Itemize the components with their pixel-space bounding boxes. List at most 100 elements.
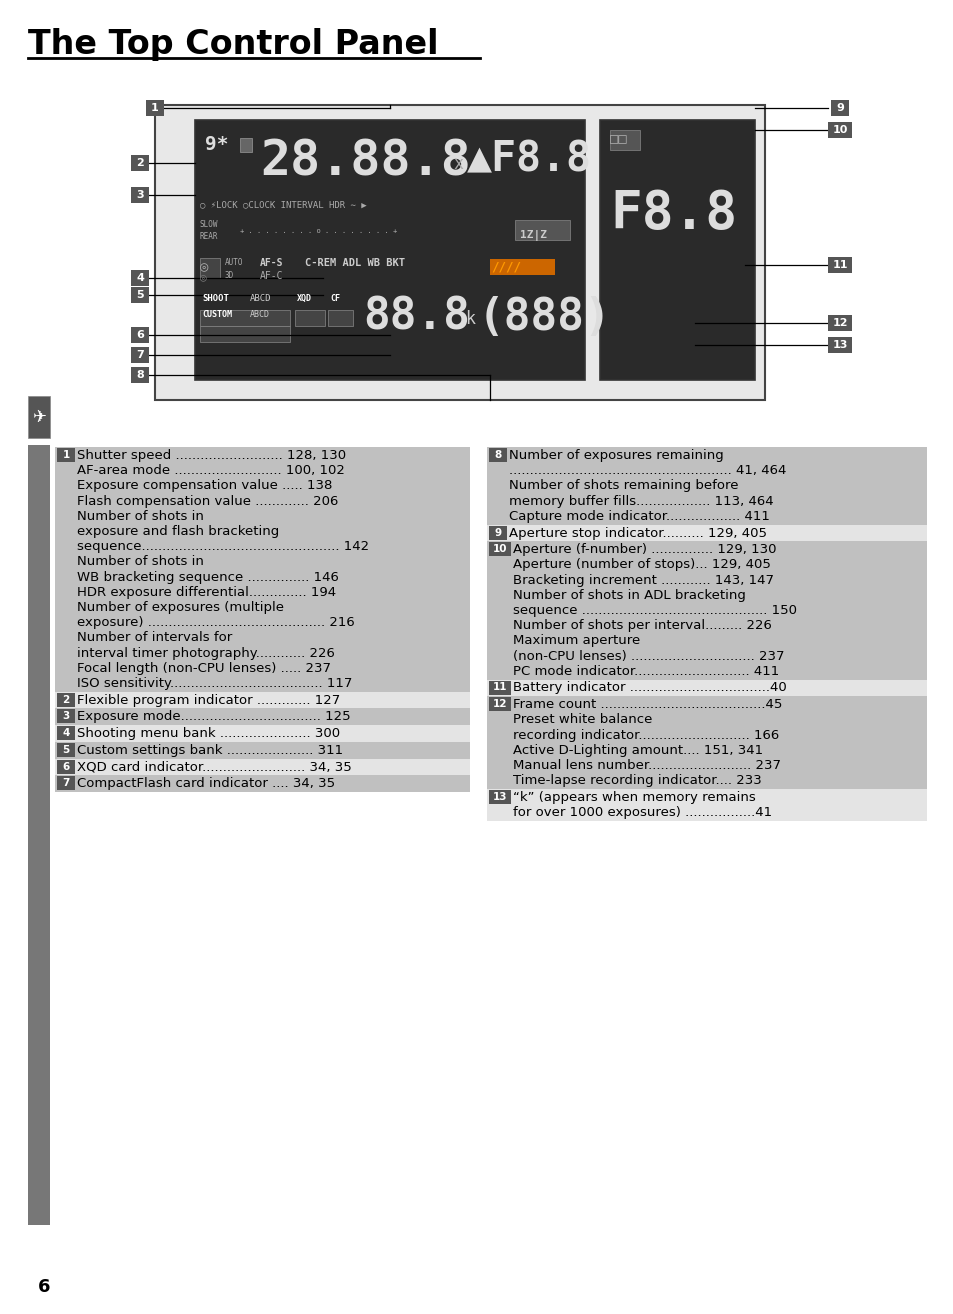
Text: Maximum aperture: Maximum aperture xyxy=(513,635,639,648)
Text: ✈: ✈ xyxy=(32,409,46,426)
Text: for over 1000 exposures) .................41: for over 1000 exposures) ...............… xyxy=(513,805,771,819)
Text: ▲F8.8: ▲F8.8 xyxy=(467,138,592,180)
Text: Number of exposures remaining: Number of exposures remaining xyxy=(509,449,723,463)
Text: ABCD: ABCD xyxy=(250,310,270,319)
Text: Shooting menu bank ...................... 300: Shooting menu bank .....................… xyxy=(77,727,340,740)
Text: 3: 3 xyxy=(62,711,70,721)
Bar xyxy=(200,310,290,326)
Text: 7: 7 xyxy=(62,778,70,788)
Text: 8: 8 xyxy=(136,371,144,380)
Text: x: x xyxy=(453,155,462,173)
Text: REAR: REAR xyxy=(200,233,218,240)
Text: SLOW: SLOW xyxy=(200,219,218,229)
Text: recording indicator........................... 166: recording indicator.....................… xyxy=(513,728,779,741)
Text: 9: 9 xyxy=(494,527,501,537)
Text: Shutter speed .......................... 128, 130: Shutter speed ..........................… xyxy=(77,449,346,463)
Bar xyxy=(827,336,851,353)
Bar xyxy=(194,120,584,380)
Text: (non-CPU lenses) .............................. 237: (non-CPU lenses) .......................… xyxy=(513,649,783,662)
Text: XQD card indicator......................... 34, 35: XQD card indicator......................… xyxy=(77,761,352,774)
Text: 6: 6 xyxy=(38,1279,51,1296)
Text: Number of intervals for: Number of intervals for xyxy=(77,632,232,644)
Text: interval timer photography............ 226: interval timer photography............ 2… xyxy=(77,646,335,660)
Bar xyxy=(489,790,511,804)
Text: 3D: 3D xyxy=(225,271,234,280)
Text: 2: 2 xyxy=(62,695,70,704)
Bar xyxy=(55,725,470,742)
Text: Number of exposures (multiple: Number of exposures (multiple xyxy=(77,600,284,614)
Bar xyxy=(486,541,926,679)
Text: 28.88.8: 28.88.8 xyxy=(260,138,471,187)
Text: C-REM ADL WB BKT: C-REM ADL WB BKT xyxy=(305,258,405,268)
Text: Number of shots per interval......... 226: Number of shots per interval......... 22… xyxy=(513,619,771,632)
Text: The Top Control Panel: The Top Control Panel xyxy=(28,28,438,60)
Bar xyxy=(827,315,851,331)
Text: 4: 4 xyxy=(136,273,144,283)
Bar xyxy=(486,447,926,524)
Text: AF-S: AF-S xyxy=(260,258,283,268)
Bar xyxy=(827,258,851,273)
Text: k: k xyxy=(464,310,475,328)
Text: “k” (appears when memory remains: “k” (appears when memory remains xyxy=(513,791,755,804)
Bar xyxy=(57,727,75,740)
Bar xyxy=(827,122,851,138)
Text: Active D-Lighting amount.... 151, 341: Active D-Lighting amount.... 151, 341 xyxy=(513,744,762,757)
Bar xyxy=(57,759,75,774)
Text: exposure) ........................................... 216: exposure) ..............................… xyxy=(77,616,355,629)
Text: exposure and flash bracketing: exposure and flash bracketing xyxy=(77,526,279,537)
Bar xyxy=(515,219,569,240)
Text: AF-area mode .......................... 100, 102: AF-area mode .......................... … xyxy=(77,464,345,477)
Bar xyxy=(599,120,754,380)
Text: ○ ⚡LOCK ○CLOCK INTERVAL HDR ∼ ▶: ○ ⚡LOCK ○CLOCK INTERVAL HDR ∼ ▶ xyxy=(200,200,366,209)
Text: 9: 9 xyxy=(835,102,843,113)
Text: 6: 6 xyxy=(62,762,70,771)
Text: Exposure compensation value ..... 138: Exposure compensation value ..... 138 xyxy=(77,480,332,493)
Bar xyxy=(55,447,470,691)
Text: Flash compensation value ............. 206: Flash compensation value ............. 2… xyxy=(77,494,338,507)
Text: WB bracketing sequence ............... 146: WB bracketing sequence ............... 1… xyxy=(77,570,338,583)
Bar xyxy=(489,698,511,711)
Bar xyxy=(57,692,75,707)
Bar xyxy=(131,367,149,382)
Bar xyxy=(57,710,75,724)
Bar xyxy=(240,138,252,152)
Text: 4: 4 xyxy=(62,728,70,738)
Text: 11: 11 xyxy=(831,260,847,269)
Text: PC mode indicator............................ 411: PC mode indicator.......................… xyxy=(513,665,779,678)
Bar xyxy=(131,347,149,363)
Bar xyxy=(55,691,470,708)
Bar xyxy=(830,100,848,116)
Text: 5: 5 xyxy=(136,290,144,300)
Bar xyxy=(131,269,149,286)
Text: 88.8: 88.8 xyxy=(363,296,470,339)
Bar xyxy=(55,742,470,758)
Text: 6: 6 xyxy=(136,330,144,340)
Text: Battery indicator ..................................40: Battery indicator ......................… xyxy=(513,682,786,695)
Text: Capture mode indicator.................. 411: Capture mode indicator..................… xyxy=(509,510,769,523)
Text: Exposure mode.................................. 125: Exposure mode...........................… xyxy=(77,711,351,724)
Text: 1: 1 xyxy=(151,102,159,113)
Text: CF: CF xyxy=(330,294,339,304)
Bar xyxy=(486,788,926,821)
Text: Preset white balance: Preset white balance xyxy=(513,714,652,727)
Text: ◎: ◎ xyxy=(200,272,207,283)
Bar xyxy=(131,327,149,343)
Text: 9*: 9* xyxy=(205,135,229,154)
Text: 7: 7 xyxy=(136,350,144,360)
Bar xyxy=(131,187,149,202)
Text: memory buffer fills.................. 113, 464: memory buffer fills.................. 11… xyxy=(509,494,773,507)
Text: Flexible program indicator ............. 127: Flexible program indicator .............… xyxy=(77,694,340,707)
Text: Manual lens number......................... 237: Manual lens number......................… xyxy=(513,759,781,773)
Text: 12: 12 xyxy=(831,318,847,328)
Text: sequence ............................................. 150: sequence ...............................… xyxy=(513,604,796,618)
Text: F8.8: F8.8 xyxy=(609,188,737,240)
Bar xyxy=(328,310,353,326)
Bar xyxy=(154,105,764,399)
Text: 12: 12 xyxy=(493,699,507,710)
Text: CompactFlash card indicator .... 34, 35: CompactFlash card indicator .... 34, 35 xyxy=(77,777,335,790)
Text: Bracketing increment ............ 143, 147: Bracketing increment ............ 143, 1… xyxy=(513,574,773,586)
Bar xyxy=(489,526,506,540)
Text: 13: 13 xyxy=(493,792,507,802)
Bar xyxy=(486,696,926,788)
Bar xyxy=(57,448,75,463)
